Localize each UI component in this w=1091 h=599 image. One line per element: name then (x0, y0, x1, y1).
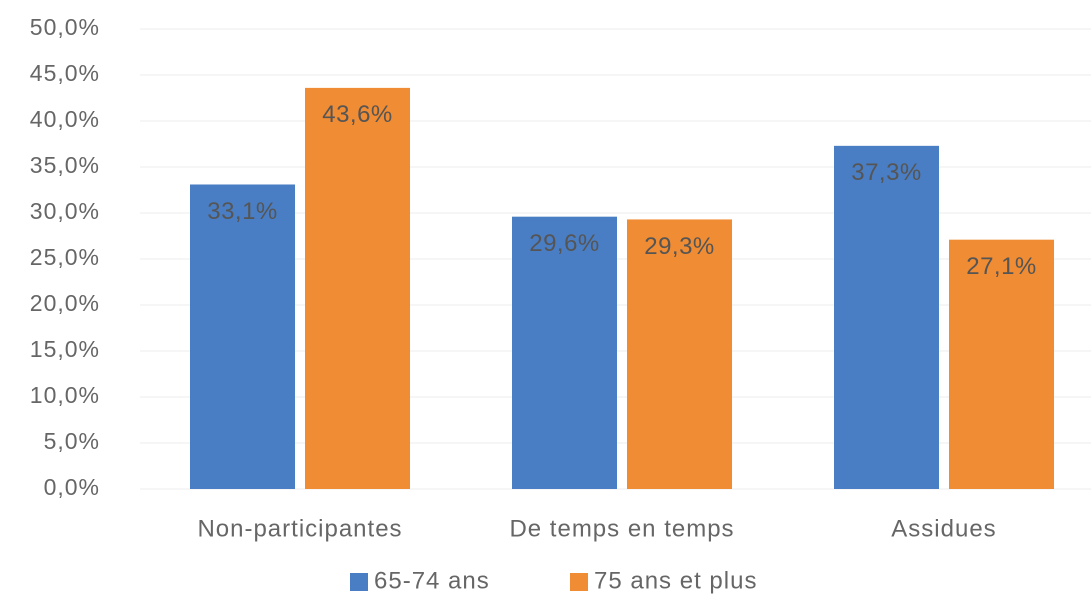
legend-swatch (570, 573, 588, 591)
x-tick-label: Assidues (891, 515, 996, 542)
legend-label: 75 ans et plus (594, 567, 757, 594)
y-tick-label: 30,0% (30, 198, 100, 224)
data-label: 27,1% (966, 253, 1037, 280)
y-tick-label: 15,0% (30, 336, 100, 362)
y-tick-label: 10,0% (30, 382, 100, 408)
y-tick-label: 45,0% (30, 60, 100, 86)
y-tick-label: 20,0% (30, 290, 100, 316)
y-tick-label: 40,0% (30, 106, 100, 132)
data-label: 29,3% (644, 233, 715, 260)
y-tick-label: 0,0% (44, 474, 100, 500)
bar (512, 216, 617, 489)
data-label: 29,6% (529, 230, 600, 257)
data-label: 33,1% (207, 198, 278, 225)
x-tick-label: De temps en temps (509, 515, 734, 542)
y-tick-label: 5,0% (44, 428, 100, 454)
y-tick-label: 35,0% (30, 152, 100, 178)
bar (834, 145, 939, 489)
bar (627, 219, 732, 489)
bar (190, 184, 295, 490)
y-tick-label: 25,0% (30, 244, 100, 270)
bar (949, 239, 1054, 489)
legend-swatch (350, 573, 368, 591)
bar (305, 87, 410, 489)
x-tick-label: Non-participantes (197, 515, 402, 542)
legend-label: 65-74 ans (374, 567, 490, 594)
data-label: 43,6% (322, 101, 393, 128)
data-label: 37,3% (851, 159, 922, 186)
y-tick-label: 50,0% (30, 14, 100, 40)
